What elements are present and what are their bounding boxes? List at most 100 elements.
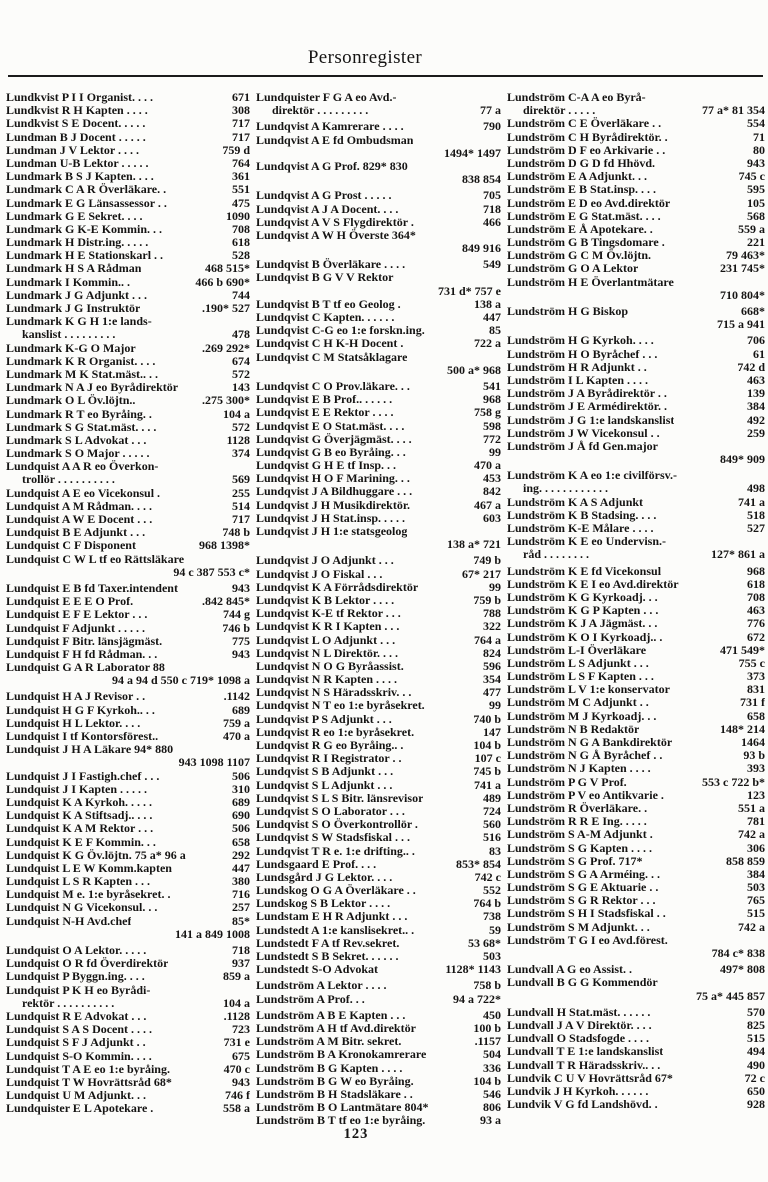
entry-pageref: 515 xyxy=(747,1032,765,1046)
entry-text: Lundvall J A V Direktör. . . . xyxy=(507,1018,652,1032)
entry-pageref: 731 f xyxy=(740,696,765,710)
entry-pageref: 838 854 xyxy=(462,173,501,187)
entry-text: Lundmark B S J Kapten. . . . xyxy=(6,170,154,184)
entry-pageref: 690 xyxy=(232,809,250,823)
register-entry: Lundqvist B Överläkare . . . . 549 xyxy=(256,258,501,271)
register-column-2: Lundquister F G A eo Avd.- direktör . . .… xyxy=(256,91,501,1127)
register-entry: Lundqvist E B Prof.. . . . . . 968 xyxy=(256,393,501,406)
entry-text: Lundström I L Kapten . . . . xyxy=(507,373,649,387)
entry-text: Lundqvist R I Registrator . . xyxy=(256,752,402,766)
register-entry: Lundström P V eo Antikvarie . 123 xyxy=(507,789,765,802)
register-entry: Lundqvist J O Fiskal . . . 67* 217 xyxy=(256,568,501,581)
entry-text: Lundquist O A Lektor. . . . . xyxy=(6,944,147,957)
entry-pageref: 104 b xyxy=(473,739,501,752)
entry-text: Lundström B G W eo Byråing. xyxy=(256,1074,414,1088)
register-entry: Lundström S G E Aktuarie . . 503 xyxy=(507,881,765,894)
entry-text: rektör . . . . . . . . . . xyxy=(22,996,115,1010)
entry-pageref: 718 xyxy=(483,202,501,216)
entry-pageref: 824 xyxy=(483,646,501,660)
entry-text: Lundqvist A G Prost . . . . . xyxy=(256,189,392,203)
entry-text: Lundström D G D fd Hhövd. xyxy=(507,156,656,170)
register-entry: 75 a* 445 857 xyxy=(507,990,765,1003)
register-entry: Lundqvist K-E tf Rektor . . . 788 xyxy=(256,607,501,620)
register-entry: Lundmark H Distr.ing. . . . . 618 xyxy=(6,236,250,249)
register-entry: Lundvall T E 1:e landskanslist 494 xyxy=(507,1045,765,1058)
register-entry: Lundqvist S W Stadsfiskal . . . 516 xyxy=(256,831,501,844)
entry-pageref: 354 xyxy=(483,673,501,687)
register-entry: Lundqvist N T eo 1:e byråsekret. 99 xyxy=(256,699,501,712)
entry-text: Lundström S G E Aktuarie . . xyxy=(507,881,659,895)
register-entry: Lundström N B Redaktör 148* 214 xyxy=(507,723,765,736)
entry-pageref: 85 xyxy=(489,324,501,338)
entry-pageref: 463 xyxy=(747,604,765,618)
entry-pageref: 471 549* xyxy=(720,643,765,657)
entry-pageref: 658 xyxy=(747,709,765,723)
register-entry: Lundström K B Stadsing. . . . 518 xyxy=(507,509,765,522)
register-entry: Lundqvist C O Prov.läkare. . . 541 xyxy=(256,380,501,393)
entry-pageref: 551 a xyxy=(738,801,765,815)
register-entry: Lundqvist T R e. 1:e drifting.. . 83 xyxy=(256,845,501,858)
entry-text: Lundqvist N R Kapten . . . . xyxy=(256,673,398,687)
register-entry: 94 c 387 553 c* xyxy=(6,566,250,579)
entry-pageref: 722 a xyxy=(474,337,501,351)
entry-pageref: 123 xyxy=(747,788,765,802)
register-entry: Lundmark J G Instruktör .190* 527 xyxy=(6,302,250,315)
entry-text: Lundqvist S O Överkontrollör . xyxy=(256,818,418,832)
entry-pageref: 494 xyxy=(747,1045,765,1059)
entry-pageref: .269 292* xyxy=(202,341,250,355)
entry-pageref: 849* 909 xyxy=(720,453,765,467)
entry-text: Lundman U-B Lektor . . . . . xyxy=(6,156,149,170)
register-entry: Lundmark K G H 1:e lands- xyxy=(6,315,250,328)
entry-text: Lundström K B Stadsing. . . . xyxy=(507,508,657,522)
entry-pageref: 675 xyxy=(232,1049,250,1063)
entry-text: Lundström K J A Jägmäst. . . xyxy=(507,617,658,631)
entry-text: Lundquist F H fd Rådman. . . xyxy=(6,647,158,661)
register-entry: Lundström S M Adjunkt. . . 742 a xyxy=(507,921,765,934)
register-entry: Lundström B H Stadsläkare . . 546 xyxy=(256,1088,501,1101)
entry-text: Lundquist I tf Kontorsförest.. xyxy=(6,730,159,743)
register-entry: Lundström L V 1:e konservator 831 xyxy=(507,683,765,696)
entry-pageref: 674 xyxy=(232,354,250,368)
register-entry: Lundquist H L Lektor. . . . 759 a xyxy=(6,717,250,730)
entry-pageref: 551 xyxy=(232,183,250,197)
entry-text: Lundqvist L O Adjunkt . . . xyxy=(256,633,396,647)
register-entry: Lundström D F eo Arkivarie . . 80 xyxy=(507,144,765,157)
entry-pageref: 107 c xyxy=(474,752,501,766)
register-entry: 1494* 1497 xyxy=(256,147,501,160)
register-entry: Lundmark K R Organist. . . . 674 xyxy=(6,355,250,368)
register-entry: Lundmark G K-E Kommin. . . 708 xyxy=(6,223,250,236)
entry-text: Lundquist A A R eo Överkon- xyxy=(6,460,159,474)
entry-text: Lundquist S-O Kommin. . . . xyxy=(6,1049,152,1063)
register-entry: Lundquist A E eo Vicekonsul . 255 xyxy=(6,487,250,500)
entry-pageref: 541 xyxy=(483,379,501,393)
entry-text: Lundquist E E E O Prof. xyxy=(6,595,134,609)
entry-text: Lundstedt A 1:e kanslisekret.. . xyxy=(256,923,415,937)
register-entry: Lundström S G Kapten . . . . 306 xyxy=(507,842,765,855)
entry-pageref: 468 515* xyxy=(205,262,250,276)
register-entry: Lundquist G A R Laborator 88 xyxy=(6,661,250,674)
entry-text: Lundkvist S E Docent. . . . . xyxy=(6,117,146,131)
entry-text: Lundvall B G G Kommendör xyxy=(507,976,658,990)
register-entry: Lundqvist G H E tf Insp. . . 470 a xyxy=(256,459,501,472)
entry-text: Lundquist S F J Adjunkt . . xyxy=(6,1036,146,1050)
entry-pageref: 650 xyxy=(747,1084,765,1098)
register-entry: Lundqvist C-G eo 1:e forskn.ing. 85 xyxy=(256,324,501,337)
entry-pageref: 490 xyxy=(747,1058,765,1072)
register-entry: Lundquist K A Kyrkoh. . . . . 689 xyxy=(6,796,250,809)
entry-pageref: 94 a 94 d 550 c 719* 1098 a xyxy=(112,674,250,688)
register-entry: Lundqvist C M Statsåklagare xyxy=(256,351,501,364)
entry-pageref: 742 d xyxy=(737,360,765,374)
entry-text: Lundström G O A Lektor xyxy=(507,262,639,276)
register-entry: Lundström M C Adjunkt . . 731 f xyxy=(507,696,765,709)
entry-pageref: 1494* 1497 xyxy=(444,146,501,160)
register-entry: Lundvik V G fd Landshövd. . 928 xyxy=(507,1098,765,1111)
entry-pageref: 255 xyxy=(232,486,250,500)
register-entry: Lundström B O Lantmätare 804* 806 xyxy=(256,1101,501,1114)
register-entry: Lundström E A Adjunkt. . . 745 c xyxy=(507,170,765,183)
entry-pageref: 759 a xyxy=(223,716,250,730)
entry-text: Lundström K A eo 1:e civilförsv.- xyxy=(507,469,677,483)
entry-text: Lundström R R E Ing. . . . . xyxy=(507,815,647,829)
entry-pageref: 516 xyxy=(483,831,501,845)
entry-pageref: 104 a xyxy=(223,407,250,421)
entry-text: Lundskog O G A Överläkare . . xyxy=(256,884,416,898)
